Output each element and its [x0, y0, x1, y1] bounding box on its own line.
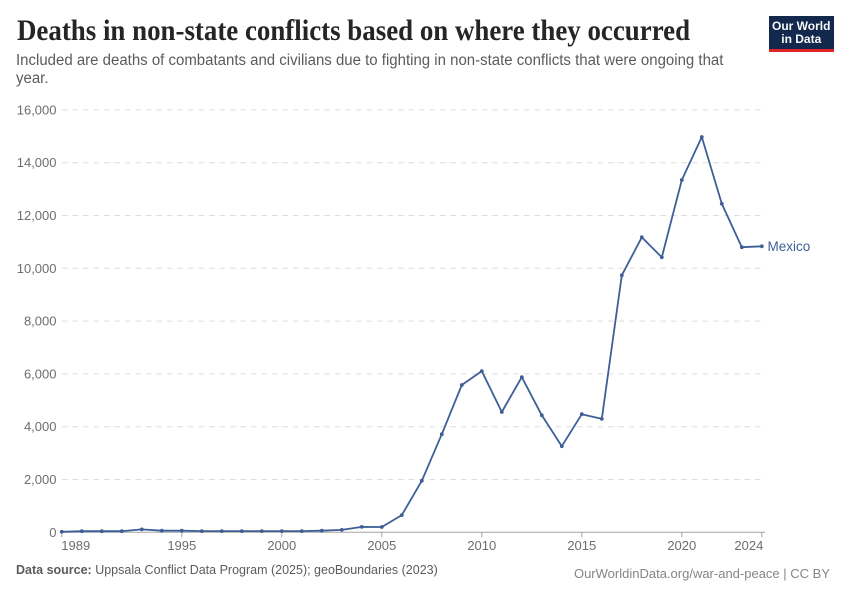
svg-text:2000: 2000 [267, 538, 296, 553]
svg-text:2020: 2020 [667, 538, 696, 553]
svg-text:8,000: 8,000 [24, 314, 57, 329]
svg-text:6,000: 6,000 [24, 366, 57, 381]
svg-text:2005: 2005 [367, 538, 396, 553]
svg-text:16,000: 16,000 [17, 102, 57, 117]
svg-text:14,000: 14,000 [17, 155, 57, 170]
svg-text:2024: 2024 [734, 538, 763, 553]
svg-text:0: 0 [49, 525, 56, 540]
svg-text:Mexico: Mexico [768, 239, 811, 254]
svg-text:1995: 1995 [167, 538, 196, 553]
svg-text:2015: 2015 [567, 538, 596, 553]
svg-text:2010: 2010 [467, 538, 496, 553]
svg-text:2,000: 2,000 [24, 472, 57, 487]
svg-text:1989: 1989 [61, 538, 90, 553]
svg-text:10,000: 10,000 [17, 261, 57, 276]
svg-text:4,000: 4,000 [24, 419, 57, 434]
svg-text:12,000: 12,000 [17, 208, 57, 223]
